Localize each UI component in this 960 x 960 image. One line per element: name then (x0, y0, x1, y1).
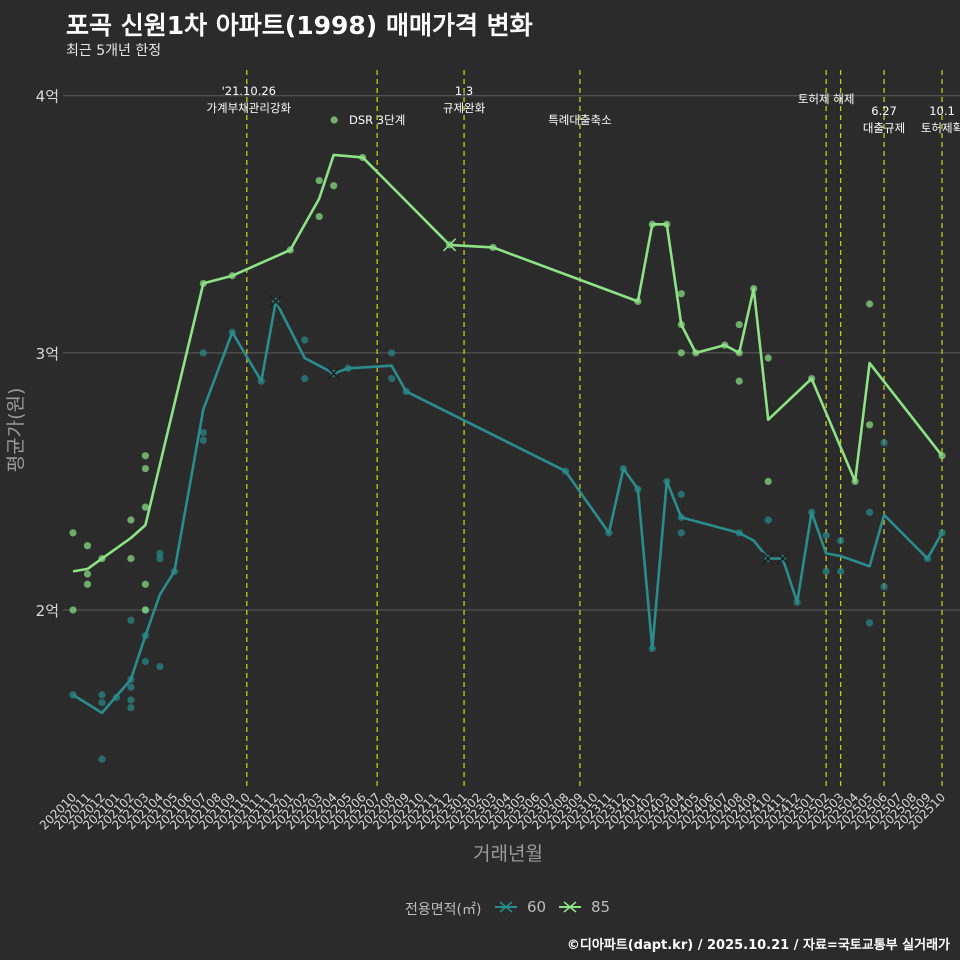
data-point-60 (156, 662, 164, 671)
data-point-85 (127, 516, 135, 524)
event-label: 규제완화 (443, 101, 486, 115)
data-point-60 (677, 529, 685, 537)
data-point-60 (156, 554, 164, 563)
data-point-85 (735, 377, 743, 385)
y-tick-label: 4억 (36, 88, 59, 106)
data-point-85 (330, 182, 338, 190)
data-point-85 (865, 300, 874, 308)
event-label: DSR 3단계 (349, 113, 405, 127)
chart-subtitle: 최근 5개년 한정 (66, 43, 162, 59)
event-label: 토허제 해제 (798, 92, 855, 106)
data-point-60 (764, 516, 772, 524)
data-point-85 (315, 212, 323, 221)
event-label: 6.27 (871, 104, 897, 118)
data-point-85 (141, 503, 150, 511)
legend-key-60 (495, 901, 517, 913)
data-point-60 (98, 698, 106, 707)
y-axis-title: 평균가(원) (5, 388, 27, 473)
data-point-85 (83, 570, 92, 578)
data-point-85 (764, 354, 772, 362)
data-point-85 (677, 349, 685, 357)
data-point-60 (388, 349, 396, 357)
data-point-60 (127, 704, 135, 712)
series-line-85 (72, 153, 944, 573)
data-point-60 (677, 490, 685, 498)
event-label: 1.3 (455, 84, 473, 98)
data-point-60 (822, 531, 830, 540)
data-point-60 (98, 691, 106, 699)
caption: ©디아파트(dapt.kr) / 2025.10.21 / 자료=국토교통부 실… (566, 938, 950, 953)
series-line-60 (72, 300, 944, 715)
event-label: 특례대출축소 (548, 113, 611, 127)
x-marker-60 (776, 552, 790, 566)
data-point-60 (865, 508, 874, 516)
data-point-85 (865, 421, 874, 429)
data-point-60 (837, 567, 845, 576)
data-point-85 (315, 176, 323, 185)
event-label: 10.1 (929, 104, 955, 118)
data-point-85 (141, 580, 150, 588)
data-point-60 (301, 336, 309, 344)
legend-label-85: 85 (591, 898, 611, 916)
data-point-85 (83, 580, 92, 588)
data-point-85 (141, 464, 150, 473)
data-point-60 (199, 436, 207, 444)
y-tick-label: 3억 (36, 345, 59, 363)
data-point-60 (301, 374, 309, 383)
data-point-60 (127, 696, 135, 704)
x-marker-85 (443, 238, 457, 252)
event-label: 토허제확 (921, 121, 960, 135)
legend-label-60: 60 (527, 898, 547, 916)
data-point-85 (677, 290, 685, 298)
data-point-60 (127, 683, 135, 691)
data-point-60 (98, 755, 106, 763)
y-tick-label: 2억 (36, 602, 59, 620)
legend-key-85 (559, 901, 581, 913)
data-point-60 (880, 583, 888, 591)
data-point-85 (69, 529, 77, 537)
event-label: '21.10.26 (222, 84, 276, 98)
data-point-60 (880, 439, 888, 447)
x-marker-60 (269, 294, 283, 308)
data-point-60 (156, 549, 164, 558)
x-axis-title: 거래년월 (473, 843, 543, 865)
data-point-60 (865, 619, 874, 627)
data-point-60 (837, 536, 845, 545)
event-label: 대출규제 (863, 121, 905, 135)
event-label: 가계부채관리강화 (206, 101, 291, 115)
data-point-60 (388, 374, 396, 383)
data-point-60 (141, 657, 150, 666)
data-point-85 (735, 320, 743, 329)
data-point-85 (127, 554, 135, 563)
chart-title: 포곡 신원1차 아파트(1998) 매매가격 변화 (66, 11, 533, 40)
data-point-60 (822, 567, 830, 576)
data-point-60 (199, 349, 207, 357)
legend: 전용면적(㎡) 60 85 (0, 895, 960, 919)
data-point-60 (127, 616, 135, 624)
x-marker-60 (761, 552, 775, 566)
data-point-85 (141, 606, 150, 614)
x-marker-60 (327, 366, 341, 380)
data-point-85 (764, 477, 772, 486)
data-point-60 (199, 428, 207, 437)
data-point-85 (141, 452, 150, 460)
legend-title: 전용면적(㎡) (405, 902, 482, 918)
data-point-85 (83, 542, 92, 550)
data-point-85 (69, 606, 77, 614)
event-label-dot (330, 116, 338, 124)
